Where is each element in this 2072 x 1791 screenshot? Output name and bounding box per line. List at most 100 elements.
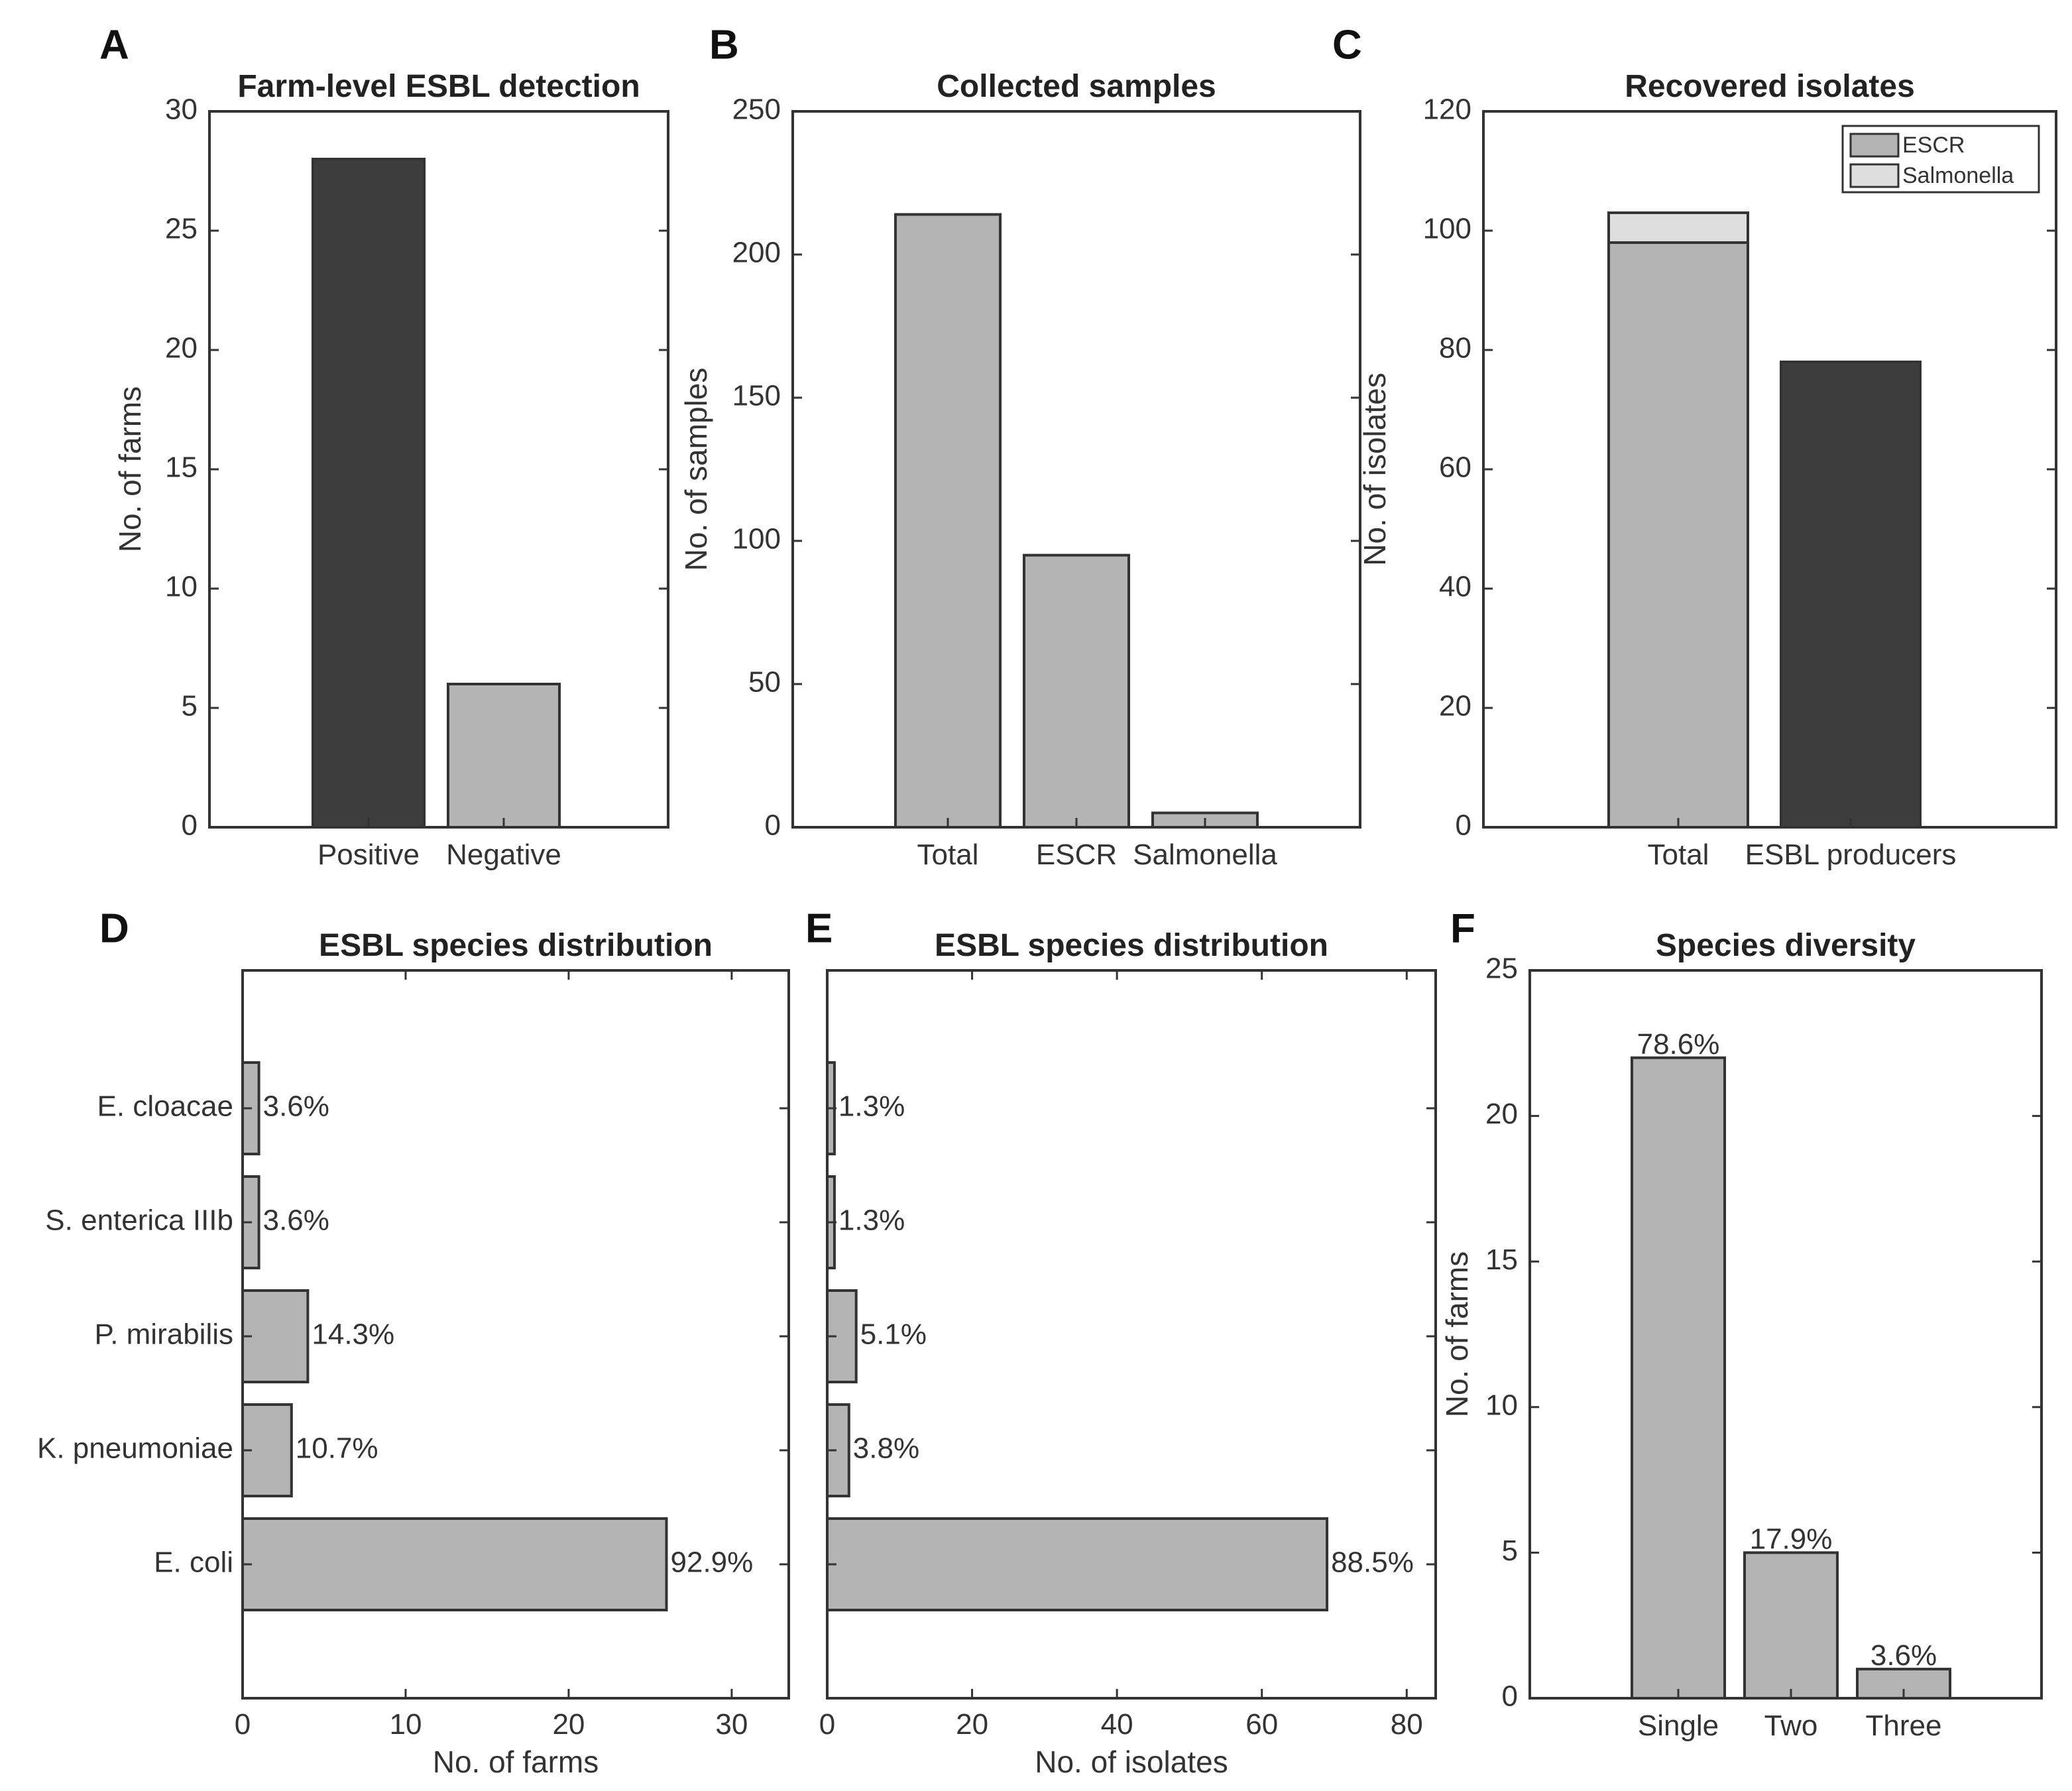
data-label: 14.3% — [312, 1318, 394, 1351]
y-tick-label: 0 — [1456, 809, 1471, 842]
bar-salmonella-0 — [1607, 211, 1749, 244]
x-tick-label: 30 — [715, 1708, 748, 1741]
y-tick-label: 20 — [165, 332, 198, 365]
y-tick-label: 100 — [732, 523, 781, 555]
bar-0 — [312, 158, 426, 829]
y-tick-label: 80 — [1439, 332, 1471, 365]
bar-1 — [1023, 553, 1130, 829]
x-tick-label: 0 — [235, 1708, 251, 1741]
panel-letter: C — [1332, 22, 1362, 68]
x-category-label: Positive — [317, 838, 420, 871]
data-label: 5.1% — [860, 1318, 927, 1351]
x-category-label: Total — [917, 838, 979, 871]
panel-letter: B — [709, 22, 739, 68]
y-axis-label: No. of samples — [679, 368, 713, 571]
x-category-label: Salmonella — [1133, 838, 1277, 871]
bar-0 — [894, 213, 1002, 829]
y-tick-label: 50 — [748, 666, 781, 699]
bar-4 — [826, 1517, 1329, 1611]
data-label: 1.3% — [838, 1090, 905, 1123]
panel-letter: E — [805, 905, 833, 951]
chart-title: Recovered isolates — [1625, 69, 1915, 104]
panel-letter: D — [99, 905, 129, 951]
data-label: 3.6% — [1871, 1639, 1937, 1672]
y-category-label: P. mirabilis — [95, 1318, 233, 1351]
data-label: 10.7% — [296, 1432, 378, 1465]
y-tick-label: 40 — [1439, 571, 1471, 603]
x-category-label: Three — [1866, 1709, 1942, 1742]
x-tick-label: 0 — [819, 1708, 835, 1741]
x-category-label: ESBL producers — [1745, 838, 1957, 871]
data-label: 1.3% — [838, 1204, 905, 1237]
y-axis-label: No. of isolates — [1357, 373, 1392, 565]
y-tick-label: 0 — [1502, 1680, 1518, 1713]
x-tick-label: 10 — [389, 1708, 422, 1741]
y-tick-label: 15 — [1485, 1243, 1518, 1276]
x-category-label: Two — [1764, 1709, 1818, 1742]
bar-escr-0 — [1607, 241, 1749, 829]
y-tick-label: 120 — [1423, 93, 1471, 126]
legend-swatch — [1849, 163, 1900, 188]
chart-title: Collected samples — [937, 69, 1216, 104]
y-tick-label: 25 — [165, 213, 198, 245]
plot-frame — [208, 110, 669, 829]
x-tick-label: 20 — [956, 1708, 988, 1741]
panel-letter: F — [1450, 905, 1475, 951]
x-tick-label: 80 — [1391, 1708, 1423, 1741]
bar-1 — [447, 683, 561, 829]
y-tick-label: 20 — [1485, 1098, 1518, 1130]
x-axis-label: No. of farms — [433, 1745, 599, 1779]
y-category-label: S. enterica IIIb — [45, 1204, 233, 1237]
bar-esbl-producers-1 — [1780, 361, 1922, 829]
x-tick-label: 60 — [1245, 1708, 1278, 1741]
panel-d: D ESBL species distribution E. cloacae S. e… — [37, 905, 790, 1779]
y-tick-label: 0 — [765, 809, 781, 842]
data-label: 78.6% — [1637, 1028, 1720, 1061]
y-tick-label: 250 — [732, 93, 781, 126]
y-category-label: E. cloacae — [97, 1090, 233, 1123]
bar-0 — [1631, 1056, 1726, 1700]
y-tick-label: 20 — [1439, 690, 1471, 722]
bar-1 — [1743, 1551, 1839, 1700]
y-tick-label: 5 — [182, 690, 198, 722]
x-tick-label: 20 — [552, 1708, 585, 1741]
data-label: 3.8% — [853, 1432, 919, 1465]
x-category-label: Total — [1648, 838, 1709, 871]
legend-swatch — [1849, 133, 1900, 158]
panel-a: A Farm-level ESBL detection 0 5 10 15 20 25 30 Po… — [99, 22, 669, 871]
x-category-label: ESCR — [1036, 838, 1117, 871]
y-tick-label: 30 — [165, 93, 198, 126]
legend-label: Salmonella — [1902, 163, 2014, 188]
data-label: 92.9% — [671, 1546, 754, 1579]
panel-b: B Collected samples 0 50 100 150 200 250 Total ES… — [679, 22, 1361, 871]
chart-title: Species diversity — [1656, 928, 1916, 963]
x-category-label: Single — [1638, 1709, 1719, 1742]
y-tick-label: 150 — [732, 380, 781, 412]
chart-title: ESBL species distribution — [935, 928, 1328, 963]
panel-f: F Species diversity 0 5 10 15 20 25 Single Two Thr… — [1440, 905, 2043, 1742]
y-tick-label: 10 — [165, 571, 198, 603]
y-tick-label: 100 — [1423, 213, 1471, 245]
plot-frame — [241, 969, 790, 1700]
panel-e: E ESBL species distribution 1.3% 1.3% 5.1% 3.… — [805, 905, 1437, 1779]
chart-title: ESBL species distribution — [319, 928, 713, 963]
y-tick-label: 200 — [732, 237, 781, 269]
bar-4 — [241, 1517, 668, 1611]
plot-frame — [1482, 110, 2057, 829]
plot-frame — [1528, 969, 2043, 1700]
y-category-label: K. pneumoniae — [37, 1432, 233, 1465]
y-axis-label: No. of farms — [113, 386, 147, 553]
y-tick-label: 15 — [165, 451, 198, 484]
y-axis-label: No. of farms — [1440, 1251, 1474, 1418]
chart-title: Farm-level ESBL detection — [237, 69, 640, 104]
x-category-label: Negative — [446, 838, 561, 871]
data-label: 88.5% — [1331, 1546, 1414, 1579]
y-tick-label: 0 — [182, 809, 198, 842]
y-tick-label: 60 — [1439, 451, 1471, 484]
legend-label: ESCR — [1902, 133, 1965, 158]
panel-c: C Recovered isolates 0 20 40 60 80 100 120 Total E… — [1332, 22, 2057, 871]
panel-letter: A — [99, 22, 129, 68]
x-tick-label: 40 — [1101, 1708, 1133, 1741]
bar-2 — [241, 1289, 310, 1383]
